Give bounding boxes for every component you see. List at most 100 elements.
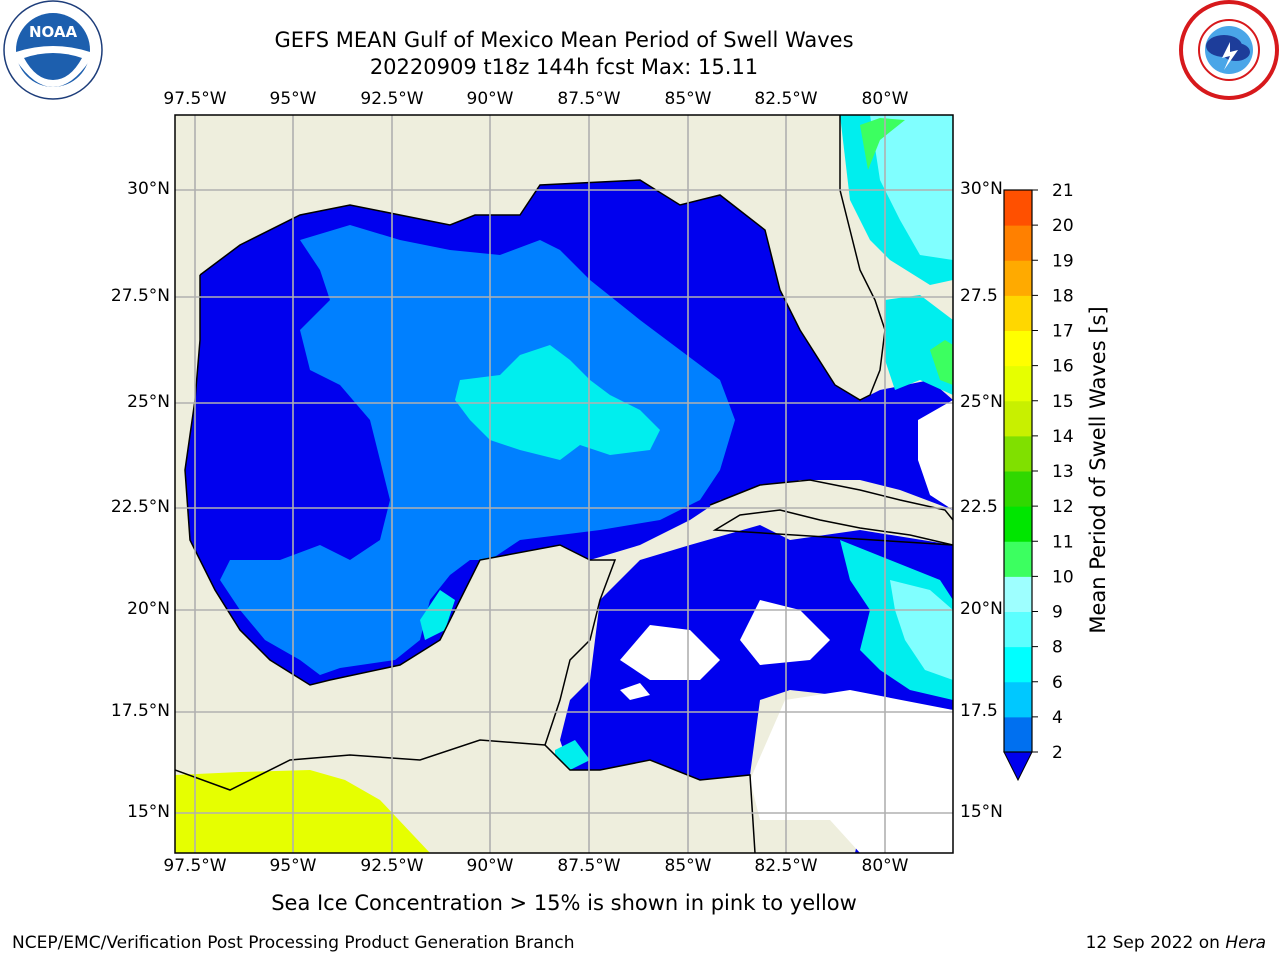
lat-label-left: 22.5°N <box>110 497 170 517</box>
colorbar-segment <box>1004 260 1032 296</box>
swell-band-9-10 <box>930 340 953 385</box>
noaa-logo-text: NOAA <box>29 23 78 41</box>
colorbar-segment <box>1004 471 1032 507</box>
lat-label-right: 22.5 <box>960 497 998 517</box>
colorbar-tick-label: 8 <box>1052 638 1063 658</box>
swell-band-6-8 <box>420 590 455 640</box>
swell-band-8-9 <box>870 115 953 260</box>
colorbar-tick-label: 17 <box>1052 322 1074 342</box>
coastline-south <box>175 739 546 791</box>
lon-label-bottom: 92.5°W <box>360 856 424 876</box>
lat-label-left: 27.5°N <box>110 286 170 306</box>
lon-label-bottom: 82.5°W <box>754 856 818 876</box>
sea-ice-note: Sea Ice Concentration > 15% is shown in … <box>271 891 857 915</box>
lat-label-left: 25°N <box>127 392 170 412</box>
colorbar-segment <box>1004 295 1032 331</box>
colorbar-tick-label: 13 <box>1052 462 1074 482</box>
figure-title-line1: GEFS MEAN Gulf of Mexico Mean Period of … <box>274 28 854 52</box>
swell-band-4-6 <box>220 225 735 675</box>
footer-host: Hera <box>1225 933 1266 953</box>
lat-label-left: 20°N <box>127 599 170 619</box>
lat-label-right: 15°N <box>960 802 1003 822</box>
colorbar: 2 4 6 8 9 10 11 12 13 14 15 16 17 18 19 20 21 <box>1003 181 1074 782</box>
colorbar-segment <box>1004 541 1032 577</box>
coastline-north <box>199 115 886 401</box>
colorbar-label: Mean Period of Swell Waves [s] <box>1086 306 1110 634</box>
colorbar-segment <box>1004 716 1032 753</box>
lon-label-top: 97.5°W <box>163 89 227 109</box>
lon-label-top: 82.5°W <box>754 89 818 109</box>
nodata-patch <box>620 683 650 700</box>
lon-label-bottom: 85°W <box>664 856 712 876</box>
nodata-patch <box>740 600 830 665</box>
colorbar-tick-label: 19 <box>1052 251 1074 271</box>
lon-label-bottom: 95°W <box>269 856 317 876</box>
colorbar-tick-label: 20 <box>1052 216 1074 236</box>
colorbar-tick-label: 16 <box>1052 357 1074 377</box>
lat-label-left: 30°N <box>127 179 170 199</box>
yucatan-land <box>175 500 615 853</box>
swell-band-9-10 <box>860 118 905 170</box>
lat-label-left: 17.5°N <box>110 701 170 721</box>
colorbar-segment <box>1004 681 1032 718</box>
colorbar-segment <box>1004 365 1032 402</box>
lat-label-right: 17.5 <box>960 701 998 721</box>
colorbar-tick-label: 4 <box>1052 708 1063 728</box>
lat-label-left: 15°N <box>127 802 170 822</box>
colorbar-segment <box>1004 330 1032 367</box>
lon-label-bottom: 90°W <box>466 856 514 876</box>
colorbar-tick-label: 14 <box>1052 427 1074 447</box>
footer-credit: NCEP/EMC/Verification Post Processing Pr… <box>12 933 575 953</box>
nodata-patch <box>918 400 953 510</box>
colorbar-tick-label: 6 <box>1052 673 1063 693</box>
colorbar-segment <box>1004 576 1032 612</box>
nws-logo <box>1179 0 1279 100</box>
colorbar-tick-label: 11 <box>1052 532 1074 552</box>
colorbar-tick-label: 21 <box>1052 181 1074 201</box>
colorbar-segment <box>1004 435 1032 472</box>
colorbar-segment <box>1004 506 1032 542</box>
florida-land <box>640 165 885 400</box>
lat-label-right: 25°N <box>960 392 1003 412</box>
noaa-logo: NOAA <box>3 0 103 100</box>
colorbar-segment <box>1004 611 1032 648</box>
lon-label-top: 92.5°W <box>360 89 424 109</box>
colorbar-segment <box>1004 190 1032 226</box>
figure-title-line2: 20220909 t18z 144h fcst Max: 15.11 <box>369 55 759 79</box>
coastline-west <box>184 275 756 853</box>
lon-label-top: 85°W <box>664 89 712 109</box>
coastline-cuba <box>709 479 953 546</box>
lat-label-right: 20°N <box>960 599 1003 619</box>
colorbar-segment <box>1004 400 1032 437</box>
lon-label-bottom: 97.5°W <box>163 856 227 876</box>
map-panel <box>175 115 953 853</box>
sea-ice-region <box>175 770 430 853</box>
lon-label-top: 95°W <box>269 89 317 109</box>
cuba-land <box>710 480 953 545</box>
nodata-patch <box>620 625 720 680</box>
lon-label-bottom: 87.5°W <box>557 856 621 876</box>
colorbar-tick-label: 18 <box>1052 286 1074 306</box>
lat-label-right: 27.5 <box>960 286 998 306</box>
colorbar-tick-label: 2 <box>1052 743 1063 763</box>
colorbar-tick-label: 9 <box>1052 603 1063 623</box>
footer-date: 12 Sep 2022 on Hera <box>1086 933 1266 953</box>
colorbar-segment <box>1004 646 1032 683</box>
colorbar-tick-label: 10 <box>1052 567 1074 587</box>
swell-band-8-9 <box>890 580 953 680</box>
footer-date-text: 12 Sep 2022 on <box>1085 933 1226 953</box>
colorbar-tick-label: 15 <box>1052 392 1074 412</box>
colorbar-extension <box>1003 751 1033 782</box>
lat-label-right: 30°N <box>960 179 1003 199</box>
lon-label-top: 80°W <box>861 89 909 109</box>
map-frame <box>174 114 954 854</box>
swell-band-6-8 <box>555 740 590 770</box>
map-grid <box>175 115 953 853</box>
lon-label-bottom: 80°W <box>861 856 909 876</box>
swell-band-6-8 <box>885 295 953 395</box>
lon-label-top: 90°W <box>466 89 514 109</box>
lon-label-top: 87.5°W <box>557 89 621 109</box>
north-coast-land <box>175 115 953 480</box>
colorbar-segment <box>1004 225 1032 261</box>
